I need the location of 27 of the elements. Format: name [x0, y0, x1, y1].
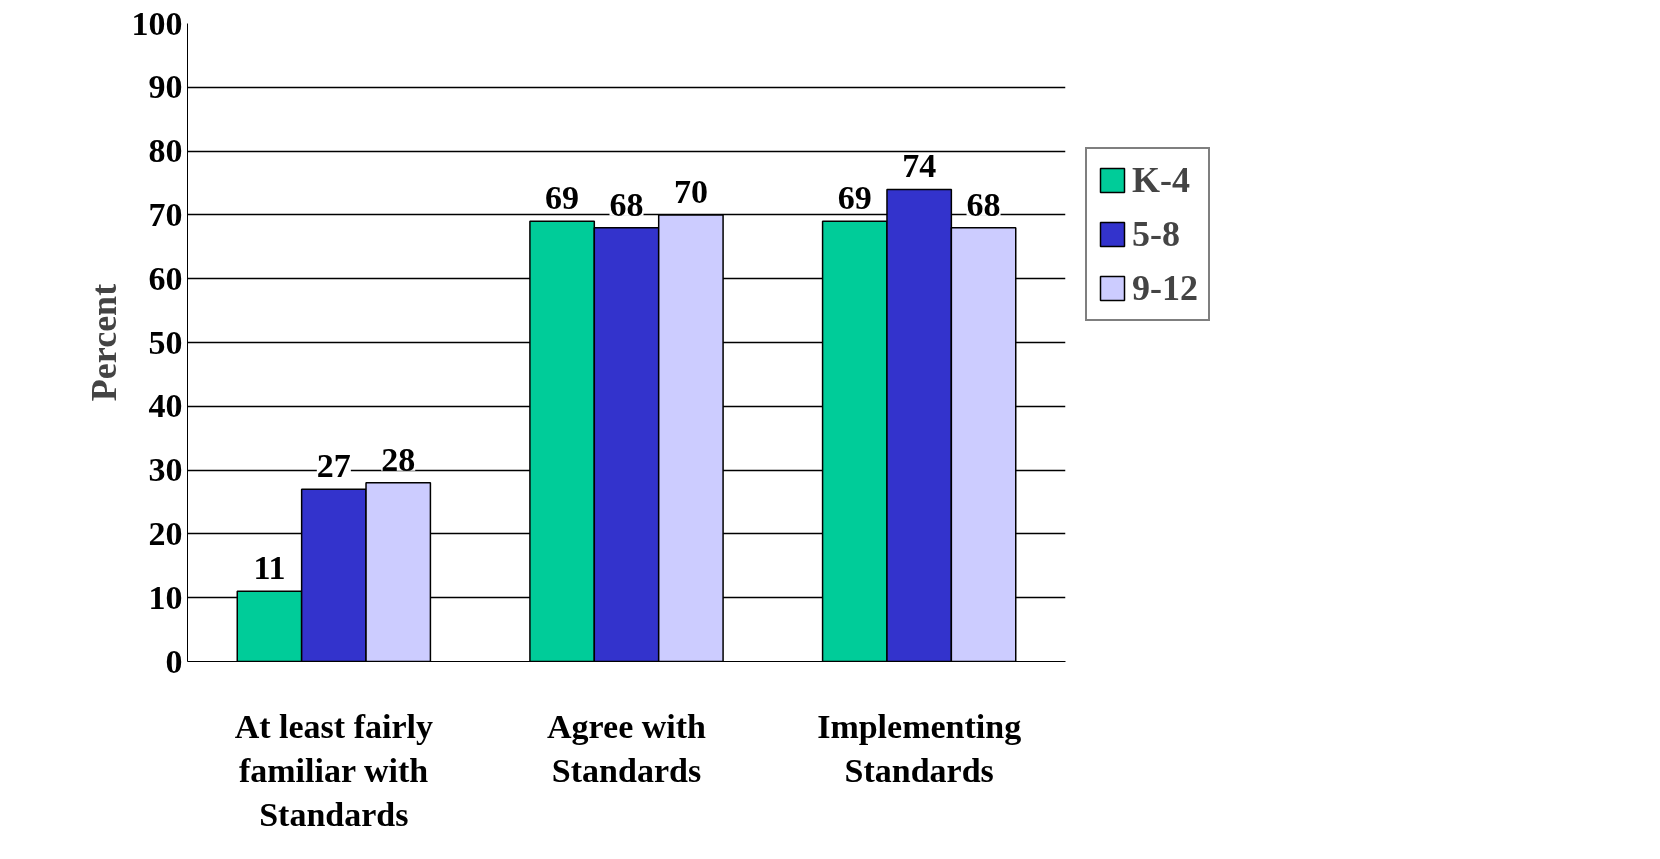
y-axis-title: Percent [83, 283, 124, 402]
data-label: 28 [381, 440, 416, 478]
data-label: 74 [902, 147, 937, 185]
y-tick-label: 0 [165, 642, 183, 680]
y-tick-label: 10 [148, 578, 183, 616]
data-label: 11 [253, 549, 286, 587]
data-label: 68 [609, 185, 644, 223]
y-tick-label: 100 [131, 4, 183, 42]
legend-label: K-4 [1132, 159, 1190, 201]
y-tick-label: 70 [148, 195, 183, 233]
data-label: 70 [673, 172, 708, 210]
data-label: 27 [316, 447, 351, 485]
y-tick-label: 50 [148, 323, 183, 361]
y-tick-label: 60 [148, 259, 183, 297]
y-tick-label: 40 [148, 387, 183, 425]
y-tick-label: 20 [148, 514, 183, 552]
legend-label: 5-8 [1132, 213, 1180, 255]
data-label: 69 [837, 179, 872, 217]
y-tick-label: 80 [148, 132, 183, 170]
y-tick-label: 30 [148, 451, 183, 489]
x-tick-label: At least fairly familiar with Standards [234, 707, 433, 834]
x-tick-label: Agree with Standards [547, 707, 707, 789]
data-label: 69 [545, 179, 580, 217]
legend-label: 9-12 [1132, 267, 1198, 309]
x-tick-label: Implementing Standards [817, 707, 1022, 789]
data-label: 68 [966, 185, 1001, 223]
y-tick-label: 90 [148, 68, 183, 106]
